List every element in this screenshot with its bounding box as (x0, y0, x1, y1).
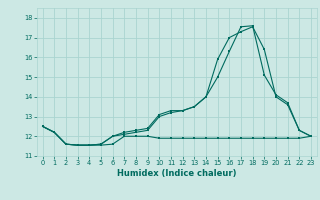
X-axis label: Humidex (Indice chaleur): Humidex (Indice chaleur) (117, 169, 236, 178)
